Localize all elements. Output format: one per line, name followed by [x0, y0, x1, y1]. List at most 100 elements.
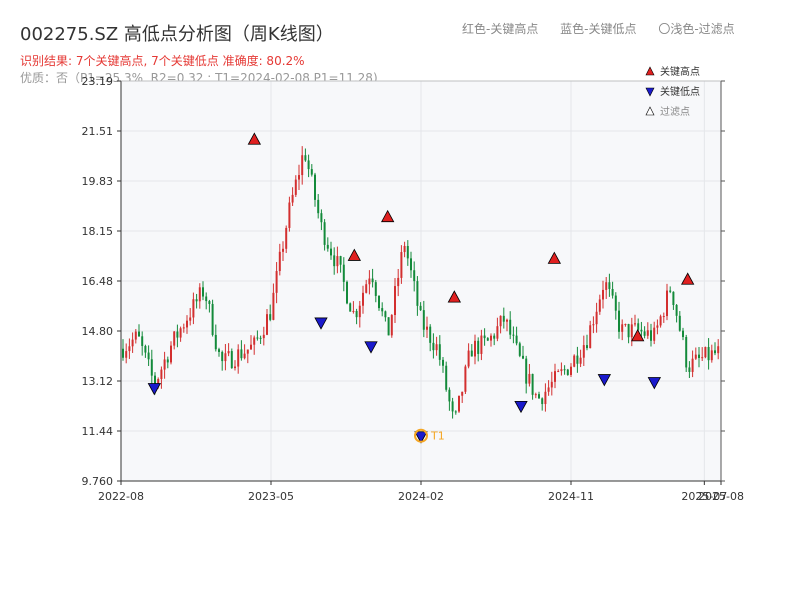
candle-body [214, 334, 217, 350]
key-high-marker [447, 290, 462, 303]
candle-body [637, 323, 640, 330]
candle-body [554, 371, 556, 382]
candle-body [326, 244, 329, 249]
candle-body [125, 351, 128, 358]
candle-body [208, 301, 211, 304]
candle-body [582, 345, 585, 358]
candle-body [371, 278, 374, 283]
candle-body [691, 358, 694, 372]
candle-body [307, 160, 310, 170]
candle-body [509, 319, 512, 335]
candle-body [618, 310, 620, 332]
candle-body [147, 352, 150, 360]
x-tick-label: 2022-08 [98, 490, 144, 503]
candle-body [134, 331, 137, 340]
candle-body [611, 288, 614, 296]
candle-body [621, 324, 624, 332]
top-legend-high: 红色-关键高点 [462, 22, 539, 36]
candle-body [592, 324, 595, 326]
candle-body [403, 245, 406, 253]
key-high-marker [347, 248, 362, 261]
candle-body [480, 335, 483, 354]
candle-body [150, 359, 153, 376]
key-low-marker [147, 383, 162, 396]
candle-body [400, 252, 403, 278]
candle-body [198, 287, 201, 302]
key-high-marker [680, 272, 695, 285]
candle-body [294, 179, 297, 195]
candle-body [528, 373, 531, 384]
candle-body [378, 295, 380, 309]
candle-body [506, 319, 508, 322]
candle-body [701, 357, 704, 359]
candle-body [566, 369, 569, 375]
key-low-marker [647, 377, 662, 390]
legend-high-icon [645, 66, 655, 76]
candle-body [717, 346, 720, 354]
candle-body [688, 367, 691, 372]
candle-body [346, 281, 348, 304]
candle-body [630, 324, 633, 338]
candle-body [339, 256, 342, 265]
legend-low-icon [645, 87, 655, 97]
t1-label: T1 [430, 430, 445, 443]
candle-body [237, 349, 240, 367]
candle-body [605, 282, 608, 290]
candle-body [499, 315, 502, 327]
candle-body [310, 169, 313, 175]
candle-body [518, 343, 521, 356]
x-tick-label: 2024-11 [548, 490, 594, 503]
candle-body [182, 327, 185, 329]
key-low-marker [597, 374, 612, 387]
legend-high-label: 关键高点 [660, 65, 700, 78]
candle-body [387, 317, 390, 336]
candle-body [365, 284, 368, 293]
top-legend-filtered: 〇浅色-过滤点 [658, 22, 735, 36]
candle-body [464, 366, 467, 392]
candle-body [624, 324, 627, 326]
candle-body [544, 391, 547, 405]
candle-body [224, 353, 227, 362]
candle-body [205, 296, 208, 302]
legend-filtered-label: 过滤点 [660, 105, 690, 118]
candle-body [250, 344, 252, 350]
candle-body [675, 304, 678, 316]
candle-body [496, 326, 499, 339]
legend-low-label: 关键低点 [660, 85, 700, 98]
candle-body [573, 355, 576, 367]
candle-body [435, 344, 438, 351]
candle-body [454, 411, 457, 413]
candle-body [656, 325, 659, 328]
candle-body [534, 394, 537, 396]
candle-body [301, 155, 304, 176]
candle-body [429, 326, 432, 343]
key-high-marker [547, 251, 562, 264]
key-high-marker [247, 132, 262, 145]
candle-body [560, 369, 563, 372]
candle-body [589, 325, 592, 349]
candle-body [490, 335, 492, 341]
key-low-marker [314, 317, 328, 330]
y-tick-label: 9.760 [82, 475, 114, 488]
candle-body [438, 344, 441, 360]
candle-body [298, 175, 300, 180]
candle-body [416, 281, 419, 306]
candle-body [650, 330, 652, 341]
candle-body [202, 287, 204, 297]
candle-body [262, 334, 265, 339]
y-tick-label: 13.12 [82, 375, 114, 388]
candle-body [451, 401, 454, 412]
candle-body [282, 248, 284, 252]
candle-body [269, 314, 272, 320]
result-summary: 识别结果: 7个关键高点, 7个关键低点 准确度: 80.2% [20, 54, 305, 68]
y-tick-label: 19.83 [82, 175, 114, 188]
candle-body [176, 331, 179, 338]
candle-body [685, 337, 688, 368]
candle-body [291, 194, 294, 203]
candle-body [413, 270, 416, 282]
candle-body [662, 316, 665, 318]
candle-body [704, 346, 707, 358]
candle-body [672, 291, 675, 305]
candle-body [166, 359, 169, 363]
